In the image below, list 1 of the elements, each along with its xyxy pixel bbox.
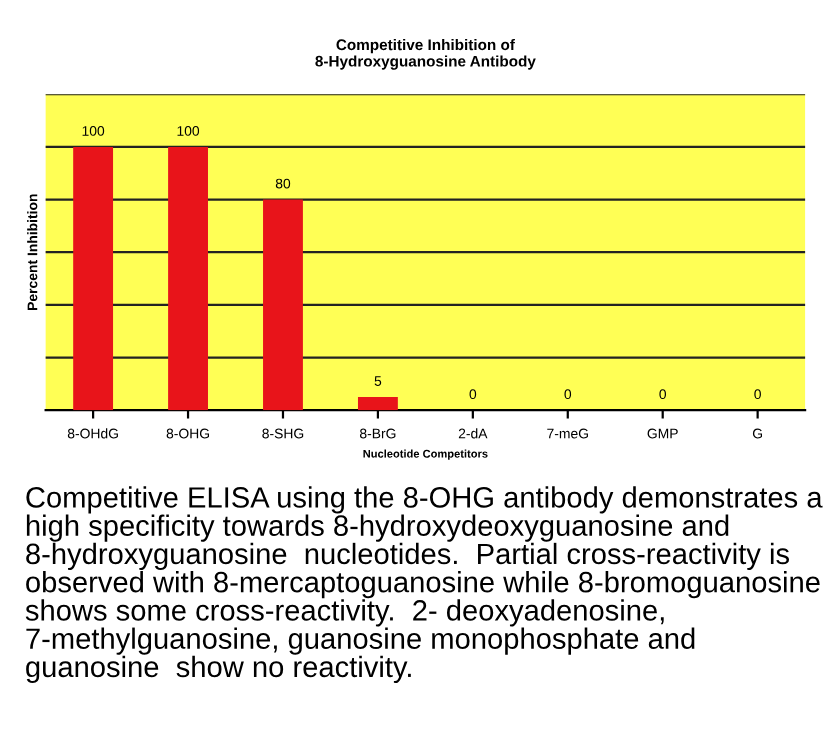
text: Competitive ELISA using the 8-OHG antibody demonstrates a high specificity towards 8-hydroxydeoxyguanosine and 8-hydroxyguanosine nucleotides. Partial cross-reactivity is observed with 8-mercaptoguanosine while 8-bromoguanosine shows some cross-reactivity. 2- deoxyadenosine, 7-methylguanosine, guanosine monophosphate and guanosine show no reactivity. [25,486,823,683]
